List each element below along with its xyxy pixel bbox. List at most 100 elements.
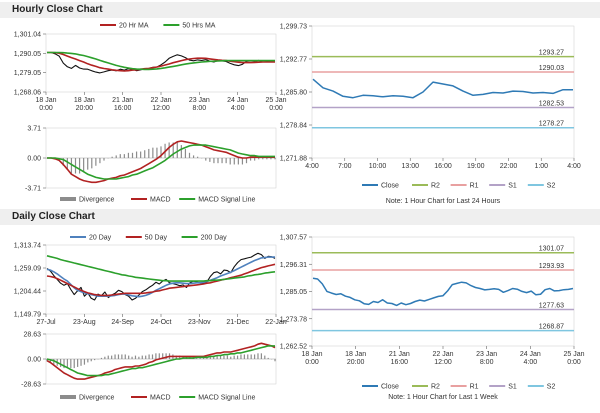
divergence-bar [249,158,252,161]
series-line-50-hrs-ma [47,51,275,71]
divergence-bar [138,356,140,359]
y-tick-label: 1,285.80 [280,90,307,97]
y-tick-label: 1,313.74 [14,243,41,250]
divergence-bar [213,355,215,359]
divergence-bar [202,357,205,359]
divergence-bar [262,158,264,160]
x-tick-label: 22 Jan [432,351,453,358]
divergence-bar [46,359,48,362]
divergence-bar [205,158,207,161]
y-tick-label: 0.00 [27,156,41,163]
divergence-bar [70,359,72,369]
legend-swatch-divergence [60,395,76,399]
y-tick-label: -3.71 [25,186,41,193]
plot-frame [311,25,575,159]
level-label-s2: 1278.27 [539,121,564,128]
series-line-macd [46,342,276,380]
x-tick-label: 22:00 [500,163,518,170]
x-tick-label: 7:00 [338,163,352,170]
divergence-bar [209,356,211,359]
y-tick-label: 1,279.05 [14,70,41,77]
x-tick-label: 19:00 [467,163,485,170]
hourly-section-title: Hourly Close Chart [12,4,103,15]
divergence-bar [77,359,79,367]
divergence-bar [60,359,62,367]
daily-section-title: Daily Close Chart [12,211,95,222]
hourly-macd-chart: 3.71 0.00 -3.71 Divergence MACD MACD Signal L… [25,126,277,204]
divergence-bar [124,354,126,359]
divergence-bar [274,359,276,362]
x-tick-label: 1:00 [534,163,548,170]
divergence-bar [74,158,77,174]
x-tick-label: 4:00 [305,163,319,170]
divergence-bar [209,158,211,162]
legend-label-macd: MACD [150,197,171,204]
legend-label-close: Close [381,384,399,391]
divergence-bar [123,154,125,158]
divergence-bar [233,355,235,359]
level-label-s1: 1282.53 [539,101,564,108]
y-tick-label: 1,299.73 [280,24,307,31]
divergence-bar [230,356,232,359]
divergence-bar [229,158,231,165]
legend-label-20-day: 20 Day [89,235,112,242]
divergence-bar [141,355,143,359]
x-tick-label: 12:00 [434,359,452,366]
y-tick-label: 1,271.88 [280,156,307,163]
x-tick-label: 16:00 [434,163,452,170]
divergence-bar [236,355,239,359]
legend-label-50-day: 50 Day [145,235,168,242]
x-tick-label: 27-Jul [36,319,56,326]
x-tick-label: 23-Aug [73,319,96,326]
divergence-bar [254,158,256,161]
y-tick-label: 28.63 [23,332,41,339]
divergence-bar [73,359,75,369]
divergence-bar [213,158,215,164]
series-line-close [312,277,574,307]
divergence-bar [148,354,150,359]
divergence-bar [240,354,242,359]
legend-label-divergence: Divergence [79,395,115,402]
x-tick-label: 25 Jan [563,351,584,358]
x-tick-label: 21-Dec [226,319,249,326]
divergence-bar [270,158,272,160]
legend-label-r1: R1 [470,183,479,190]
divergence-bar [144,150,146,158]
y-tick-label: 1,204.44 [14,289,41,296]
x-tick-label: 20:00 [76,105,94,112]
y-tick-label: 1,259.09 [14,266,41,273]
divergence-bar [140,151,142,158]
x-tick-label: 23 Jan [189,97,210,104]
divergence-bar [217,158,219,164]
y-tick-label: 1,278.84 [280,123,307,130]
divergence-bar [94,359,96,361]
divergence-bar [128,355,130,359]
level-label-r2: 1293.27 [539,50,564,57]
divergence-bar [135,151,138,158]
level-label-s1: 1277.63 [539,302,564,309]
divergence-bar [258,158,260,160]
divergence-bar [100,357,103,359]
x-tick-label: 10:00 [369,163,387,170]
divergence-bar [172,142,174,158]
divergence-bar [267,357,269,359]
divergence-bar [168,142,170,158]
legend-label-r1: R1 [470,384,479,391]
divergence-bar [197,156,199,158]
divergence-bar [175,355,177,359]
chart-note: Note: 1 Hour Chart for Last 1 Week [388,394,498,401]
hourly-section-header: Hourly Close Chart [0,2,600,18]
x-tick-label: 0:00 [567,359,581,366]
x-tick-label: 8:00 [480,359,494,366]
y-tick-label: 1,296.31 [280,262,307,269]
divergence-bar [253,354,256,359]
y-tick-label: 1,285.05 [280,289,307,296]
x-tick-label: 25 Jan [265,97,286,104]
divergence-bar [221,158,223,164]
divergence-bar [226,355,228,359]
legend-label-macd: MACD [150,395,171,402]
y-tick-label: 1,149.79 [14,312,41,319]
divergence-bar [160,146,162,158]
divergence-bar [165,353,167,359]
